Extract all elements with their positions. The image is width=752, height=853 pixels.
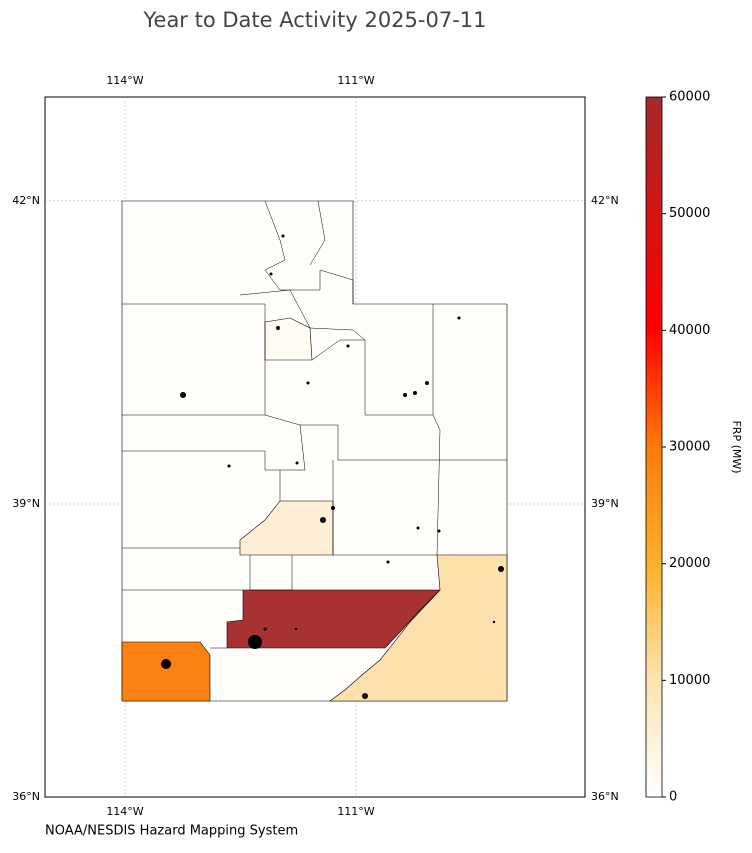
colorbar-label: FRP (MW)	[730, 420, 743, 473]
colorbar-tick-label: 60000	[669, 90, 710, 105]
lat-tick-label: 36°N	[591, 790, 619, 803]
map-ticks: 114°W 111°W 114°W 111°W 42°N 39°N 36°N 4…	[12, 74, 618, 818]
colorbar-scale	[645, 96, 663, 798]
county-lines	[122, 200, 507, 649]
colorbar-tick-label: 10000	[669, 673, 710, 688]
map	[44, 96, 586, 798]
lon-tick-label: 111°W	[337, 805, 374, 818]
lat-tick-label: 39°N	[591, 497, 619, 510]
lat-tick-label: 36°N	[12, 790, 40, 803]
colorbar-tick-label: 20000	[669, 556, 710, 571]
lon-tick-label: 114°W	[106, 805, 143, 818]
source: NOAA/NESDIS Hazard Mapping System	[45, 824, 298, 839]
colorbar-tick-label: 50000	[669, 206, 710, 221]
county	[226, 589, 441, 649]
county	[121, 641, 211, 702]
colorbar-tick-label: 40000	[669, 323, 710, 338]
lat-tick-label: 42°N	[591, 194, 619, 207]
fire-detections	[161, 234, 504, 699]
colorbar-tick-label: 30000	[669, 440, 710, 455]
title: Year to Date Activity 2025-07-11	[142, 8, 486, 32]
lon-tick-label: 111°W	[337, 74, 374, 87]
lat-tick-label: 42°N	[12, 194, 40, 207]
lon-tick-label: 114°W	[106, 74, 143, 87]
colorbar-tick-label: 0	[669, 790, 677, 805]
lat-tick-label: 39°N	[12, 497, 40, 510]
county	[329, 554, 508, 702]
